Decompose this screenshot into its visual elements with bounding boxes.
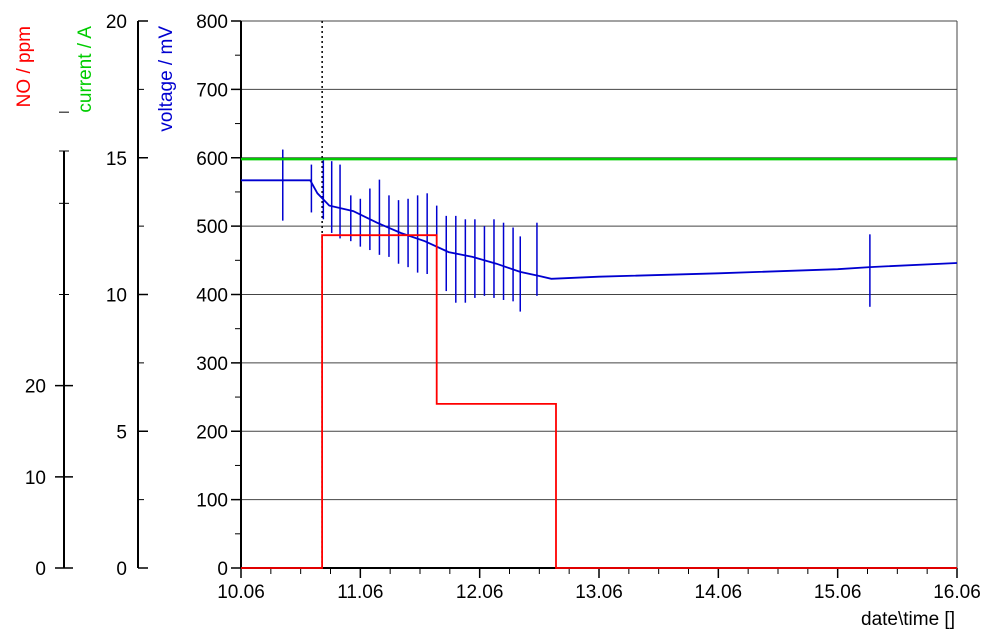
x-axis-title: date\time [] <box>861 609 955 630</box>
voltage-tick-label: 300 <box>196 354 228 375</box>
no-tick-label: 0 <box>35 559 46 580</box>
voltage-tick-label: 200 <box>196 422 228 443</box>
current-tick-label: 10 <box>106 286 127 307</box>
x-tick-label: 15.06 <box>814 582 862 603</box>
voltage-tick-label: 700 <box>196 80 228 101</box>
x-tick-label: 14.06 <box>695 582 743 603</box>
current-tick-label: 15 <box>106 149 127 170</box>
no-axis-title: NO / ppm <box>14 26 35 107</box>
no-tick-label: 10 <box>25 468 46 489</box>
voltage-series-line <box>241 179 958 280</box>
current-tick-label: 0 <box>116 559 127 580</box>
axes <box>55 20 958 578</box>
voltage-tick-label: 600 <box>196 149 228 170</box>
x-tick-label: 13.06 <box>575 582 623 603</box>
no-tick-label: 20 <box>25 377 46 398</box>
x-tick-label: 10.06 <box>217 582 265 603</box>
voltage-tick-label: 400 <box>196 286 228 307</box>
x-tick-label: 16.06 <box>933 582 981 603</box>
series <box>241 21 958 569</box>
no-series-line <box>241 234 957 569</box>
current-tick-label: 5 <box>116 422 127 443</box>
grid <box>241 20 958 568</box>
labels: 01002003004005006007008000510152001020NO… <box>14 12 981 630</box>
voltage-tick-label: 800 <box>196 12 228 33</box>
voltage-tick-label: 0 <box>217 559 228 580</box>
current-tick-label: 20 <box>106 12 127 33</box>
x-tick-label: 11.06 <box>337 582 383 603</box>
current-axis-title: current / A <box>75 26 96 113</box>
voltage-tick-label: 500 <box>196 217 228 238</box>
voltage-tick-label: 100 <box>196 491 228 512</box>
voltage-axis-title: voltage / mV <box>156 26 177 132</box>
x-tick-label: 12.06 <box>456 582 504 603</box>
